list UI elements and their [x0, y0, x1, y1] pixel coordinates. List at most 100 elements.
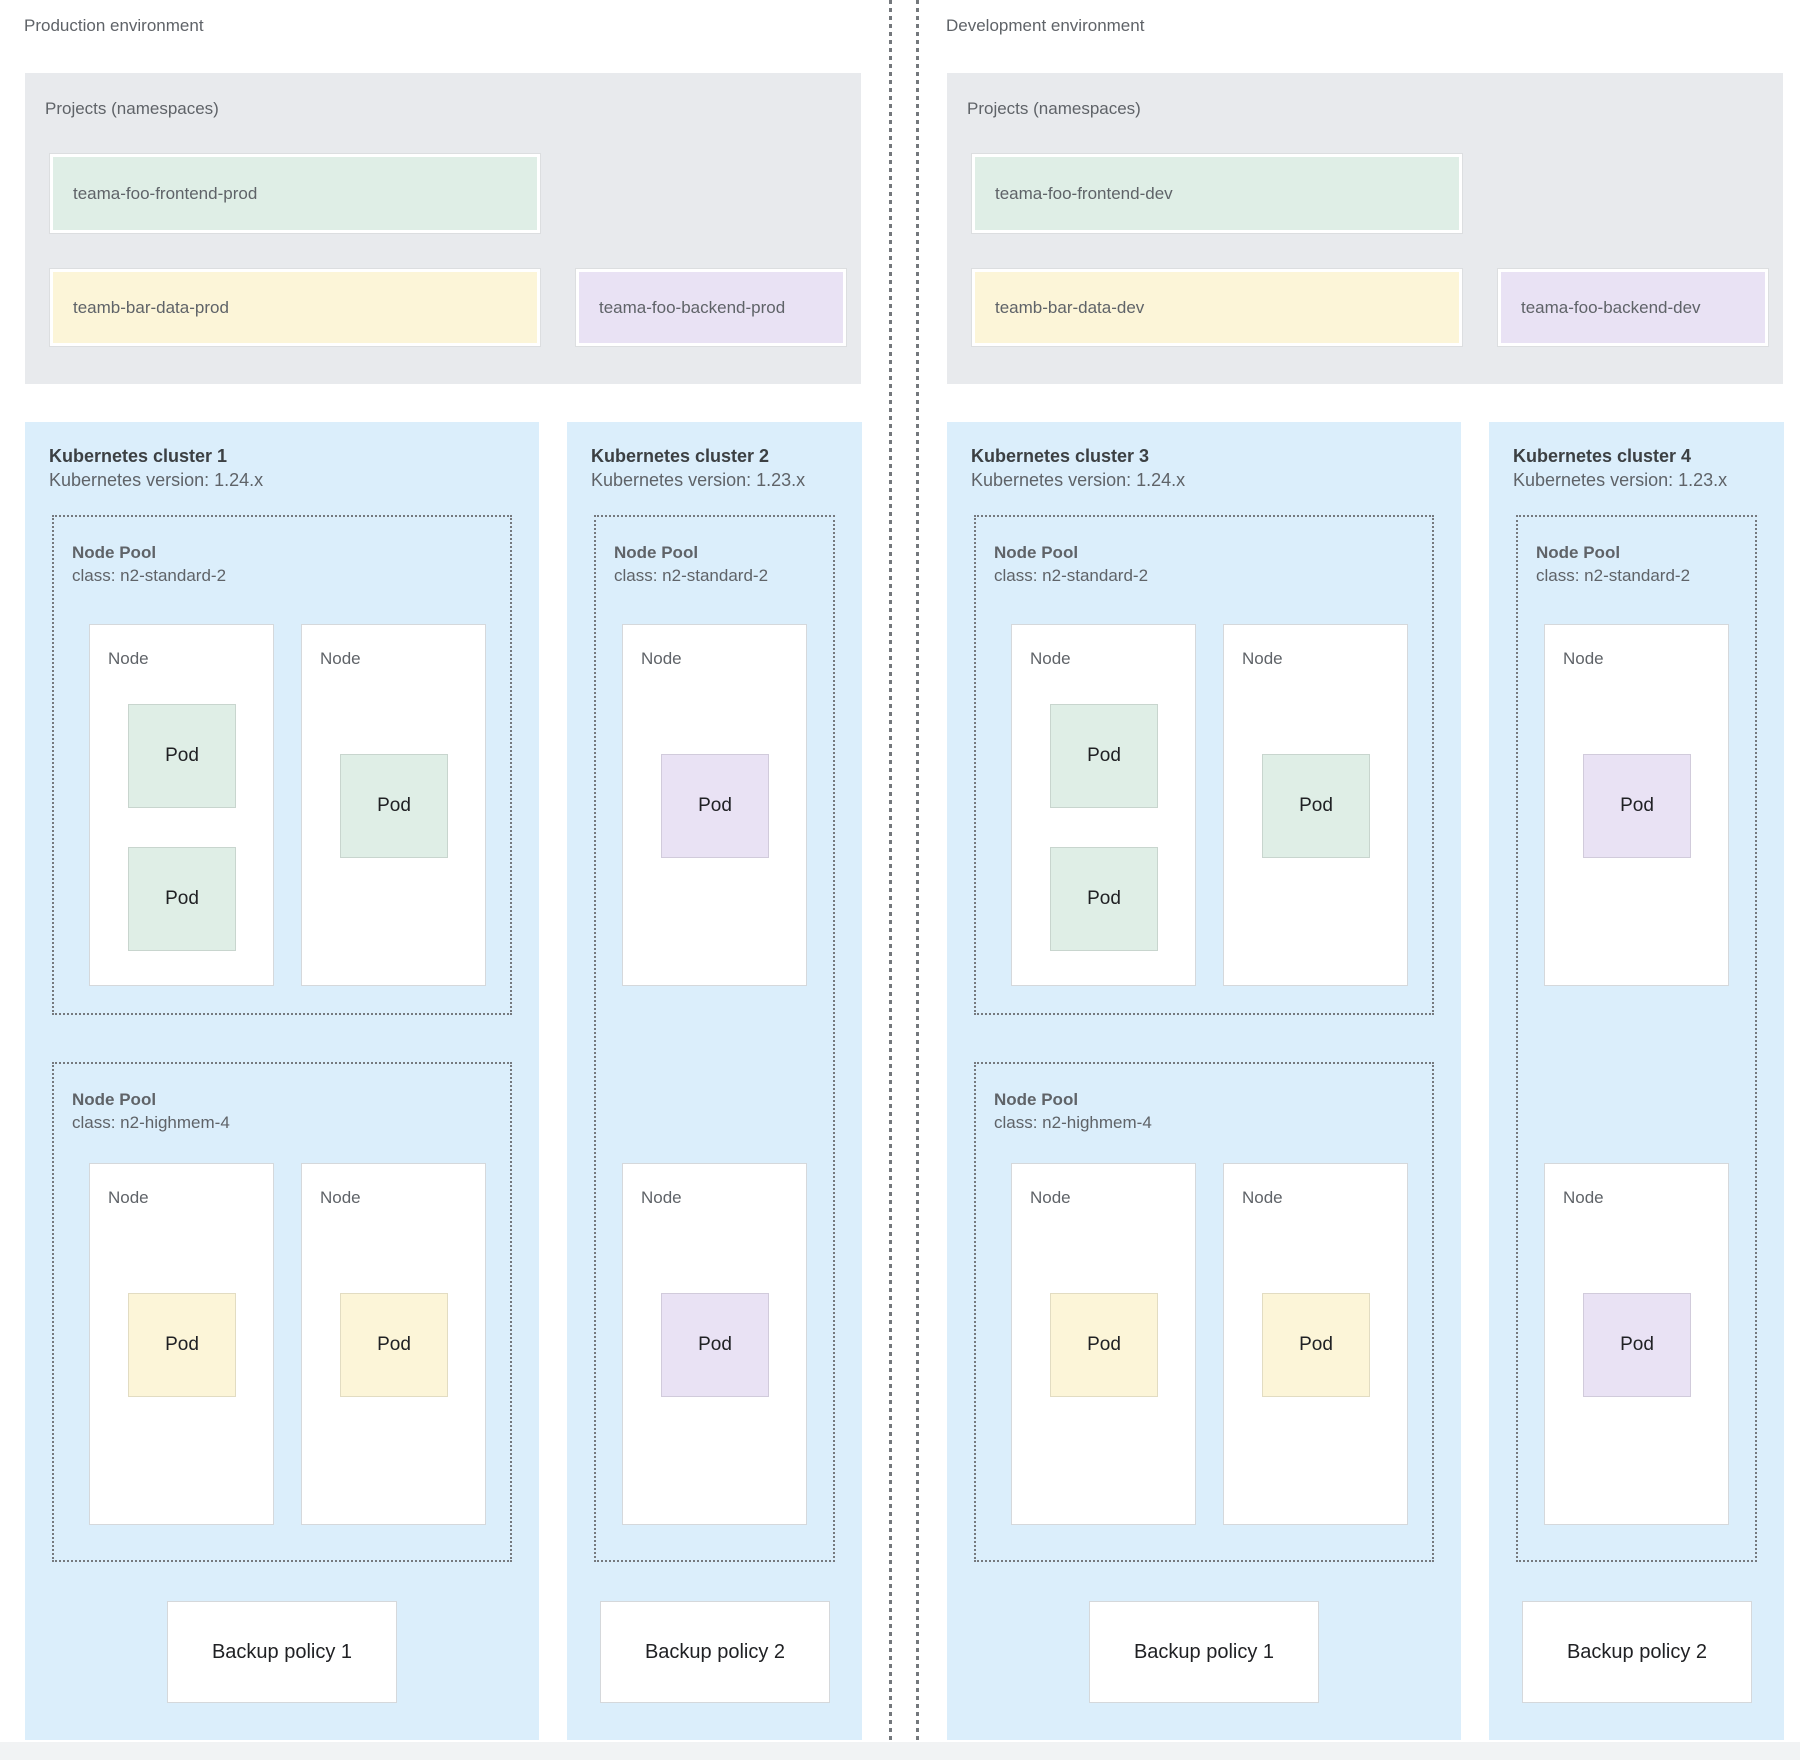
- backup-policy-label: Backup policy 1: [1133, 1640, 1275, 1663]
- pod: Pod: [1583, 754, 1691, 858]
- pod-label: Pod: [1087, 745, 1121, 766]
- namespace-label: teama-foo-backend-dev: [1521, 297, 1701, 317]
- pod-label: Pod: [1087, 888, 1121, 909]
- backup-policy: Backup policy 2: [1522, 1601, 1752, 1703]
- cluster-version: Kubernetes version: 1.23.x: [1513, 470, 1728, 490]
- pod: Pod: [128, 847, 236, 951]
- pod-label: Pod: [165, 1334, 199, 1355]
- namespace-box-teama-foo-frontend-prod: teama-foo-frontend-prod: [50, 154, 540, 233]
- pod-label: Pod: [165, 888, 199, 909]
- node-pool: Node Pool class: n2-standard-2: [974, 515, 1434, 1015]
- pod-label: Pod: [377, 1334, 411, 1355]
- node-pool-class: class: n2-standard-2: [994, 566, 1149, 585]
- kubernetes-cluster: Kubernetes cluster 4 Kubernetes version: …: [1489, 422, 1784, 1740]
- pod-label: Pod: [1620, 795, 1654, 816]
- node: Node Pod: [622, 624, 807, 986]
- pod: Pod: [1262, 754, 1370, 858]
- namespace-box-teama-foo-backend-dev: teama-foo-backend-dev: [1498, 269, 1768, 346]
- cluster-title: Kubernetes cluster 3: [971, 446, 1150, 466]
- pod: Pod: [1050, 1293, 1158, 1397]
- node-label: Node: [641, 649, 682, 668]
- node: Node Pod: [622, 1163, 807, 1525]
- kubernetes-cluster: Kubernetes cluster 2 Kubernetes version: …: [567, 422, 862, 1740]
- node-label: Node: [320, 649, 361, 668]
- node-pool-name: Node Pool: [994, 543, 1079, 562]
- node-label: Node: [1030, 649, 1071, 668]
- node-pool-name: Node Pool: [72, 543, 157, 562]
- environment-label: Production environment: [24, 16, 204, 35]
- pod: Pod: [128, 1293, 236, 1397]
- projects-panel: Projects (namespaces) teama-foo-frontend-…: [947, 73, 1783, 384]
- pod: Pod: [661, 754, 769, 858]
- node-label: Node: [320, 1188, 361, 1207]
- node-pool-class: class: n2-highmem-4: [994, 1113, 1152, 1132]
- pod: Pod: [1262, 1293, 1370, 1397]
- node-pool-class: class: n2-standard-2: [72, 566, 227, 585]
- node-pool-name: Node Pool: [72, 1090, 157, 1109]
- namespace-label: teama-foo-frontend-dev: [995, 183, 1173, 203]
- namespace-label: teamb-bar-data-prod: [73, 297, 229, 317]
- node: Node Pod: [1011, 1163, 1196, 1525]
- node-pool-class: class: n2-standard-2: [614, 566, 769, 585]
- node: Node Pod: [1544, 624, 1729, 986]
- node-pool: Node Pool class: n2-standard-2: [594, 515, 835, 1562]
- namespace-box-teamb-bar-data-dev: teamb-bar-data-dev: [972, 269, 1462, 346]
- node-pool: Node Pool class: n2-highmem-4: [974, 1062, 1434, 1562]
- backup-policy: Backup policy 2: [600, 1601, 830, 1703]
- projects-title: Projects (namespaces): [967, 99, 1141, 118]
- backup-policy-label: Backup policy 2: [644, 1640, 786, 1663]
- node-pool-name: Node Pool: [994, 1090, 1079, 1109]
- pod-label: Pod: [698, 795, 732, 816]
- backup-policy: Backup policy 1: [1089, 1601, 1319, 1703]
- node: Node Pod: [1223, 1163, 1408, 1525]
- namespace-label: teama-foo-frontend-prod: [73, 183, 258, 203]
- kubernetes-cluster: Kubernetes cluster 1 Kubernetes version: …: [25, 422, 539, 1740]
- environment-divider-line-left: [889, 0, 892, 1760]
- backup-policy-label: Backup policy 2: [1566, 1640, 1708, 1663]
- pod: Pod: [661, 1293, 769, 1397]
- pod: Pod: [128, 704, 236, 808]
- pod-label: Pod: [1299, 1334, 1333, 1355]
- node-pool: Node Pool class: n2-standard-2: [1516, 515, 1757, 1562]
- namespace-box-teama-foo-backend-prod: teama-foo-backend-prod: [576, 269, 846, 346]
- cluster-version: Kubernetes version: 1.24.x: [49, 470, 264, 490]
- pod: Pod: [340, 1293, 448, 1397]
- node-label: Node: [1242, 649, 1283, 668]
- namespace-box-teamb-bar-data-prod: teamb-bar-data-prod: [50, 269, 540, 346]
- environment-label: Development environment: [946, 16, 1145, 35]
- namespace-box-teama-foo-frontend-dev: teama-foo-frontend-dev: [972, 154, 1462, 233]
- cluster-version: Kubernetes version: 1.23.x: [591, 470, 806, 490]
- pod-label: Pod: [698, 1334, 732, 1355]
- kubernetes-cluster: Kubernetes cluster 3 Kubernetes version: …: [947, 422, 1461, 1740]
- node-label: Node: [108, 649, 149, 668]
- node: Node Pod: [301, 1163, 486, 1525]
- bottom-strip: [0, 1742, 1800, 1760]
- pod: Pod: [1050, 847, 1158, 951]
- node: Node Pod: [301, 624, 486, 986]
- node-label: Node: [1563, 649, 1604, 668]
- pod-label: Pod: [1620, 1334, 1654, 1355]
- pod: Pod: [1050, 704, 1158, 808]
- cluster-version: Kubernetes version: 1.24.x: [971, 470, 1186, 490]
- node: Node Pod Pod: [89, 624, 274, 986]
- backup-policy: Backup policy 1: [167, 1601, 397, 1703]
- node-label: Node: [1030, 1188, 1071, 1207]
- node-label: Node: [1242, 1188, 1283, 1207]
- pod-label: Pod: [1087, 1334, 1121, 1355]
- node-pool-name: Node Pool: [614, 543, 699, 562]
- node-label: Node: [1563, 1188, 1604, 1207]
- node-pool-class: class: n2-highmem-4: [72, 1113, 230, 1132]
- node: Node Pod: [1223, 624, 1408, 986]
- node: Node Pod: [1544, 1163, 1729, 1525]
- pod-label: Pod: [377, 795, 411, 816]
- pod-label: Pod: [165, 745, 199, 766]
- cluster-title: Kubernetes cluster 4: [1513, 446, 1692, 466]
- environment-divider-line-right: [916, 0, 919, 1760]
- namespace-label: teamb-bar-data-dev: [995, 297, 1145, 317]
- cluster-title: Kubernetes cluster 1: [49, 446, 228, 466]
- node-pool: Node Pool class: n2-standard-2: [52, 515, 512, 1015]
- node-pool: Node Pool class: n2-highmem-4: [52, 1062, 512, 1562]
- environment-development: Development environment Projects (namespa…: [922, 0, 1800, 1760]
- cluster-title: Kubernetes cluster 2: [591, 446, 770, 466]
- pod: Pod: [1583, 1293, 1691, 1397]
